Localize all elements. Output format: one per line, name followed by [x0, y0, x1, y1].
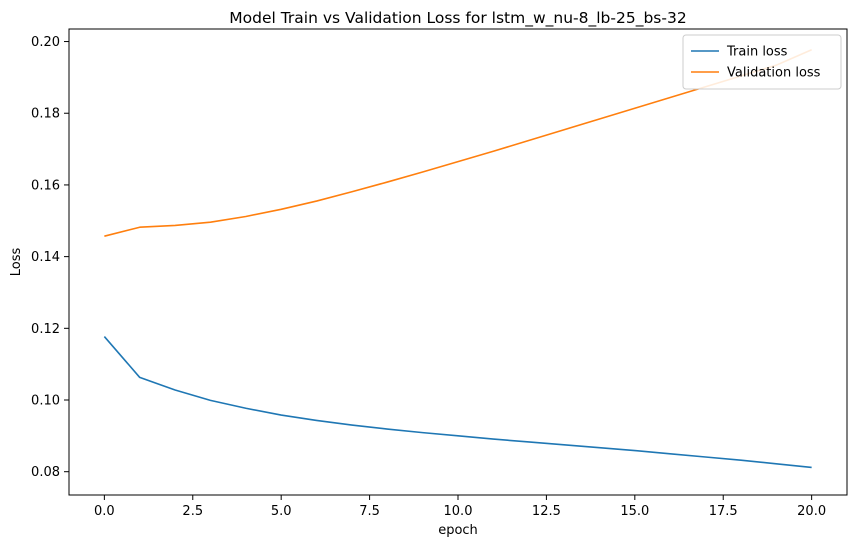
y-tick-label: 0.14 — [31, 250, 60, 265]
chart-title: Model Train vs Validation Loss for lstm_… — [229, 9, 686, 28]
y-tick-label: 0.08 — [31, 465, 60, 480]
y-tick-label: 0.18 — [31, 107, 60, 122]
legend-label: Train loss — [726, 45, 788, 60]
x-tick-label: 0.0 — [94, 504, 115, 519]
x-tick-label: 5.0 — [271, 504, 292, 519]
x-tick-label: 2.5 — [182, 504, 203, 519]
x-tick-label: 20.0 — [797, 504, 826, 519]
y-tick-label: 0.20 — [31, 35, 60, 50]
series-line-validation-loss — [104, 49, 812, 237]
y-axis-label: Loss — [9, 248, 24, 277]
legend-label: Validation loss — [727, 66, 821, 81]
x-tick-label: 10.0 — [444, 504, 473, 519]
series-line-train-loss — [103, 336, 812, 469]
legend: Train loss Validation loss — [682, 34, 842, 90]
plot-area-frame — [68, 28, 848, 496]
y-axis: 0.08 0.10 0.12 0.14 0.16 0.18 0.20 — [31, 35, 69, 480]
y-tick-label: 0.12 — [31, 322, 60, 337]
x-tick-label: 15.0 — [620, 504, 649, 519]
y-tick-label: 0.16 — [31, 178, 60, 193]
x-axis-label: epoch — [438, 523, 478, 538]
x-tick-label: 7.5 — [359, 504, 380, 519]
y-tick-label: 0.10 — [31, 394, 60, 409]
x-tick-label: 12.5 — [532, 504, 561, 519]
legend-box — [682, 34, 842, 90]
series-layer — [103, 49, 812, 469]
x-axis: 0.0 2.5 5.0 7.5 10.0 12.5 15.0 17.5 20.0 — [94, 495, 826, 519]
x-tick-label: 17.5 — [709, 504, 738, 519]
